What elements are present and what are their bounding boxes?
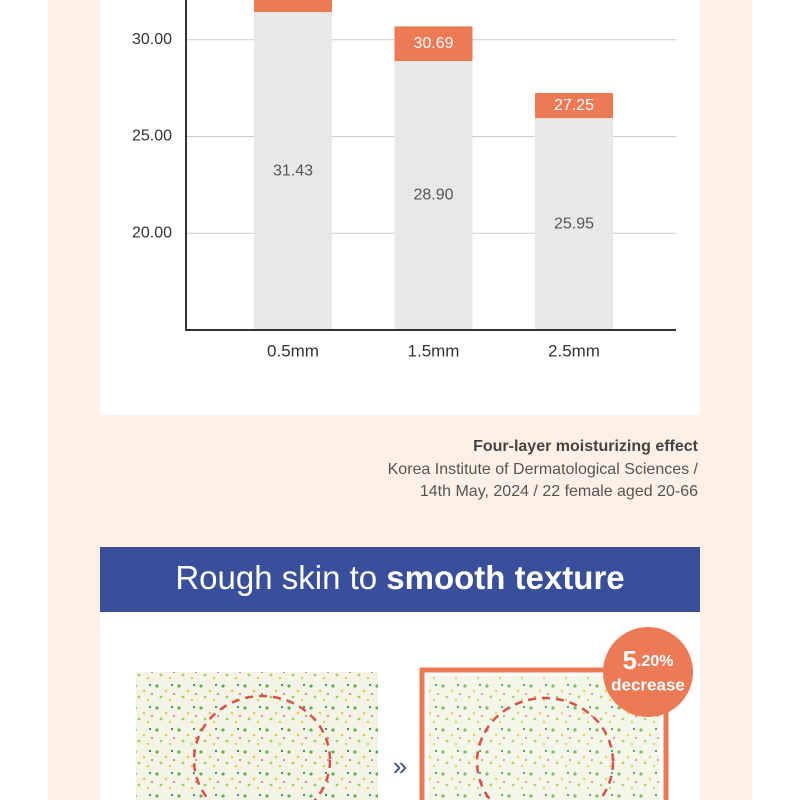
bar bbox=[254, 12, 332, 331]
banner bbox=[100, 547, 700, 612]
focus-circle bbox=[192, 694, 332, 800]
focus-circle bbox=[475, 696, 615, 800]
caption-line: Korea Institute of Dermatological Scienc… bbox=[388, 461, 699, 478]
badge-label: decrease bbox=[611, 675, 685, 694]
y-tick-label: 30.00 bbox=[132, 31, 172, 48]
before-image bbox=[136, 672, 378, 800]
bar bbox=[535, 118, 613, 331]
value-label: 30.69 bbox=[413, 35, 453, 52]
value-label: 25.95 bbox=[554, 215, 594, 232]
x-tick-label: 1.5mm bbox=[408, 341, 460, 360]
after-frame bbox=[419, 667, 669, 800]
value-label: 33.43 bbox=[273, 0, 313, 1]
badge-value: 5.20% bbox=[623, 645, 674, 675]
banner-title: Rough skin to smooth texture bbox=[175, 559, 624, 596]
banner-bold: smooth texture bbox=[386, 559, 624, 596]
value-label: 31.43 bbox=[273, 162, 313, 179]
y-tick-label: 20.00 bbox=[132, 224, 172, 241]
x-tick-label: 0.5mm bbox=[267, 341, 319, 360]
badge-main: 5 bbox=[623, 645, 637, 675]
value-label: 28.90 bbox=[413, 187, 453, 204]
badge-fraction: .20% bbox=[637, 653, 673, 670]
caption-line: 14th May, 2024 / 22 female aged 20-66 bbox=[420, 483, 698, 500]
arrow: » bbox=[393, 751, 407, 781]
x-tick-label: 2.5mm bbox=[548, 341, 600, 360]
bar bbox=[394, 61, 473, 330]
value-label: 27.25 bbox=[554, 97, 594, 114]
y-tick-label: 25.00 bbox=[132, 128, 172, 145]
banner-regular: Rough skin to bbox=[175, 559, 386, 596]
badge bbox=[603, 627, 693, 717]
chart: 20.00 25.00 30.00 0.5mm 33.43 31.43 1.5mm 30.69… bbox=[132, 0, 676, 360]
caption-title: Four-layer moisturizing effect bbox=[473, 438, 699, 455]
